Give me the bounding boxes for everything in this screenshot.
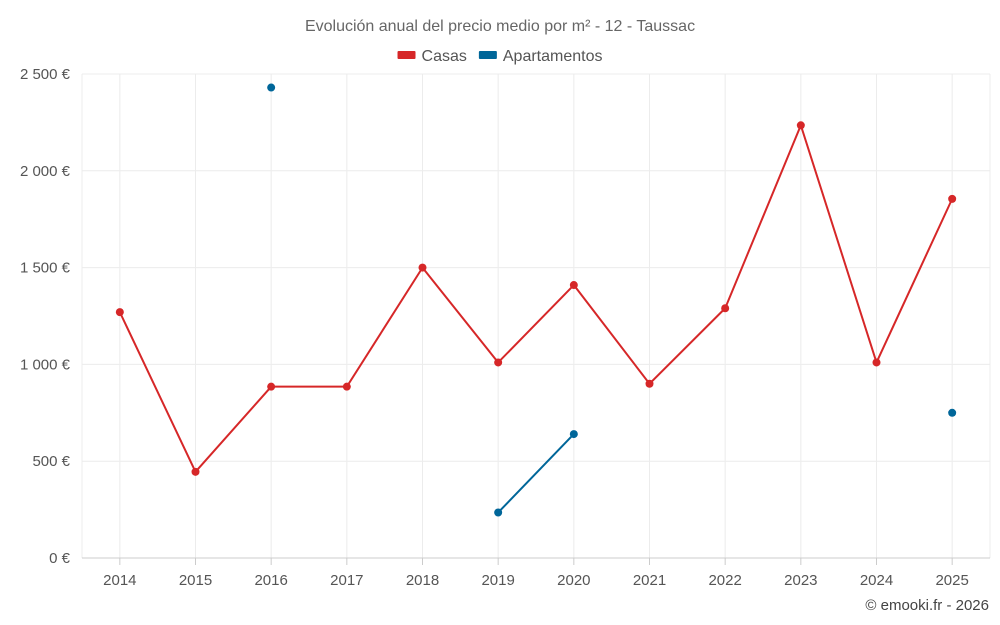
series-line-segment — [345, 266, 424, 388]
series-line-segment — [194, 385, 273, 473]
x-tick-label: 2014 — [103, 572, 136, 589]
series-apartamentos — [267, 83, 957, 517]
data-point[interactable] — [721, 304, 730, 313]
data-point[interactable] — [267, 83, 276, 92]
grid-lines — [81, 73, 991, 558]
credit-text: © emooki.fr - 2026 — [865, 597, 989, 614]
legend-swatch — [397, 51, 416, 59]
x-tick-label: 2025 — [935, 572, 968, 589]
y-tick-label: 0 € — [49, 550, 71, 567]
x-tick-label: 2023 — [784, 572, 817, 589]
data-point[interactable] — [796, 121, 805, 130]
y-axis: 0 € 500 € 1 000 € 1 500 € 2 000 € 2 500 € — [20, 66, 71, 567]
chart-legend[interactable]: Casas Apartamentos — [397, 48, 603, 65]
legend-label: Apartamentos — [503, 48, 603, 65]
series-line-segment — [724, 124, 802, 310]
data-point[interactable] — [872, 358, 881, 367]
data-point[interactable] — [494, 508, 503, 517]
series-line-segment — [572, 284, 651, 385]
y-tick-label: 500 € — [32, 453, 70, 470]
series-line-segment — [875, 197, 954, 364]
series-casas — [115, 121, 957, 476]
data-point[interactable] — [569, 430, 578, 439]
x-tick-label: 2015 — [179, 572, 212, 589]
chart-title: Evolución anual del precio medio por m² … — [305, 18, 695, 35]
data-point[interactable] — [418, 263, 427, 272]
y-tick-label: 2 500 € — [20, 66, 71, 83]
series-layer — [115, 83, 957, 517]
series-line-segment — [799, 124, 878, 364]
y-tick-label: 1 500 € — [20, 260, 71, 277]
y-tick-label: 1 000 € — [20, 356, 71, 373]
legend-label: Casas — [422, 48, 467, 65]
x-tick-label: 2016 — [254, 572, 287, 589]
data-point[interactable] — [342, 382, 351, 391]
legend-swatch — [478, 51, 497, 59]
data-point[interactable] — [569, 281, 578, 290]
series-line-segment — [421, 266, 500, 364]
data-point[interactable] — [948, 408, 957, 417]
x-tick-label: 2020 — [557, 572, 590, 589]
data-point[interactable] — [267, 382, 276, 391]
x-tick-label: 2022 — [708, 572, 741, 589]
x-tick-label: 2019 — [481, 572, 514, 589]
data-point[interactable] — [115, 308, 124, 317]
x-tick-label: 2017 — [330, 572, 363, 589]
legend-item-casas[interactable]: Casas — [397, 48, 467, 65]
series-line-segment — [497, 433, 575, 514]
x-axis: 2014 2015 2016 2017 2018 2019 2020 2021 2022 2023… — [82, 557, 990, 589]
y-tick-label: 2 000 € — [20, 163, 71, 180]
series-line-segment — [497, 284, 575, 364]
x-tick-label: 2018 — [406, 572, 439, 589]
data-point[interactable] — [191, 467, 200, 476]
series-line-segment — [118, 311, 197, 473]
x-tick-label: 2021 — [633, 572, 666, 589]
x-tick-label: 2024 — [860, 572, 893, 589]
data-point[interactable] — [645, 379, 654, 388]
series-line-segment — [648, 307, 727, 385]
data-point[interactable] — [948, 194, 957, 203]
legend-item-apartamentos[interactable]: Apartamentos — [478, 48, 603, 65]
data-point[interactable] — [494, 358, 503, 367]
